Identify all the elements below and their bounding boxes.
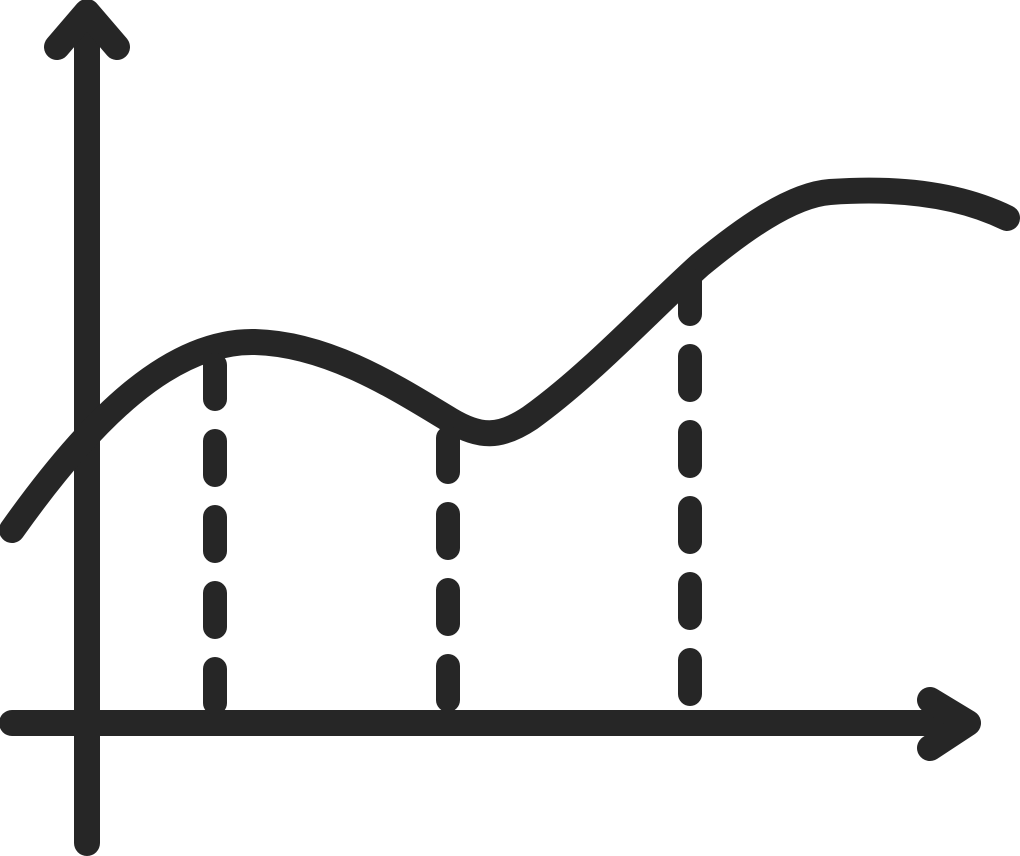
function-curve (0, 177, 1020, 543)
x-axis-arrowhead (917, 687, 981, 761)
y-axis-arrowhead (44, 0, 130, 60)
